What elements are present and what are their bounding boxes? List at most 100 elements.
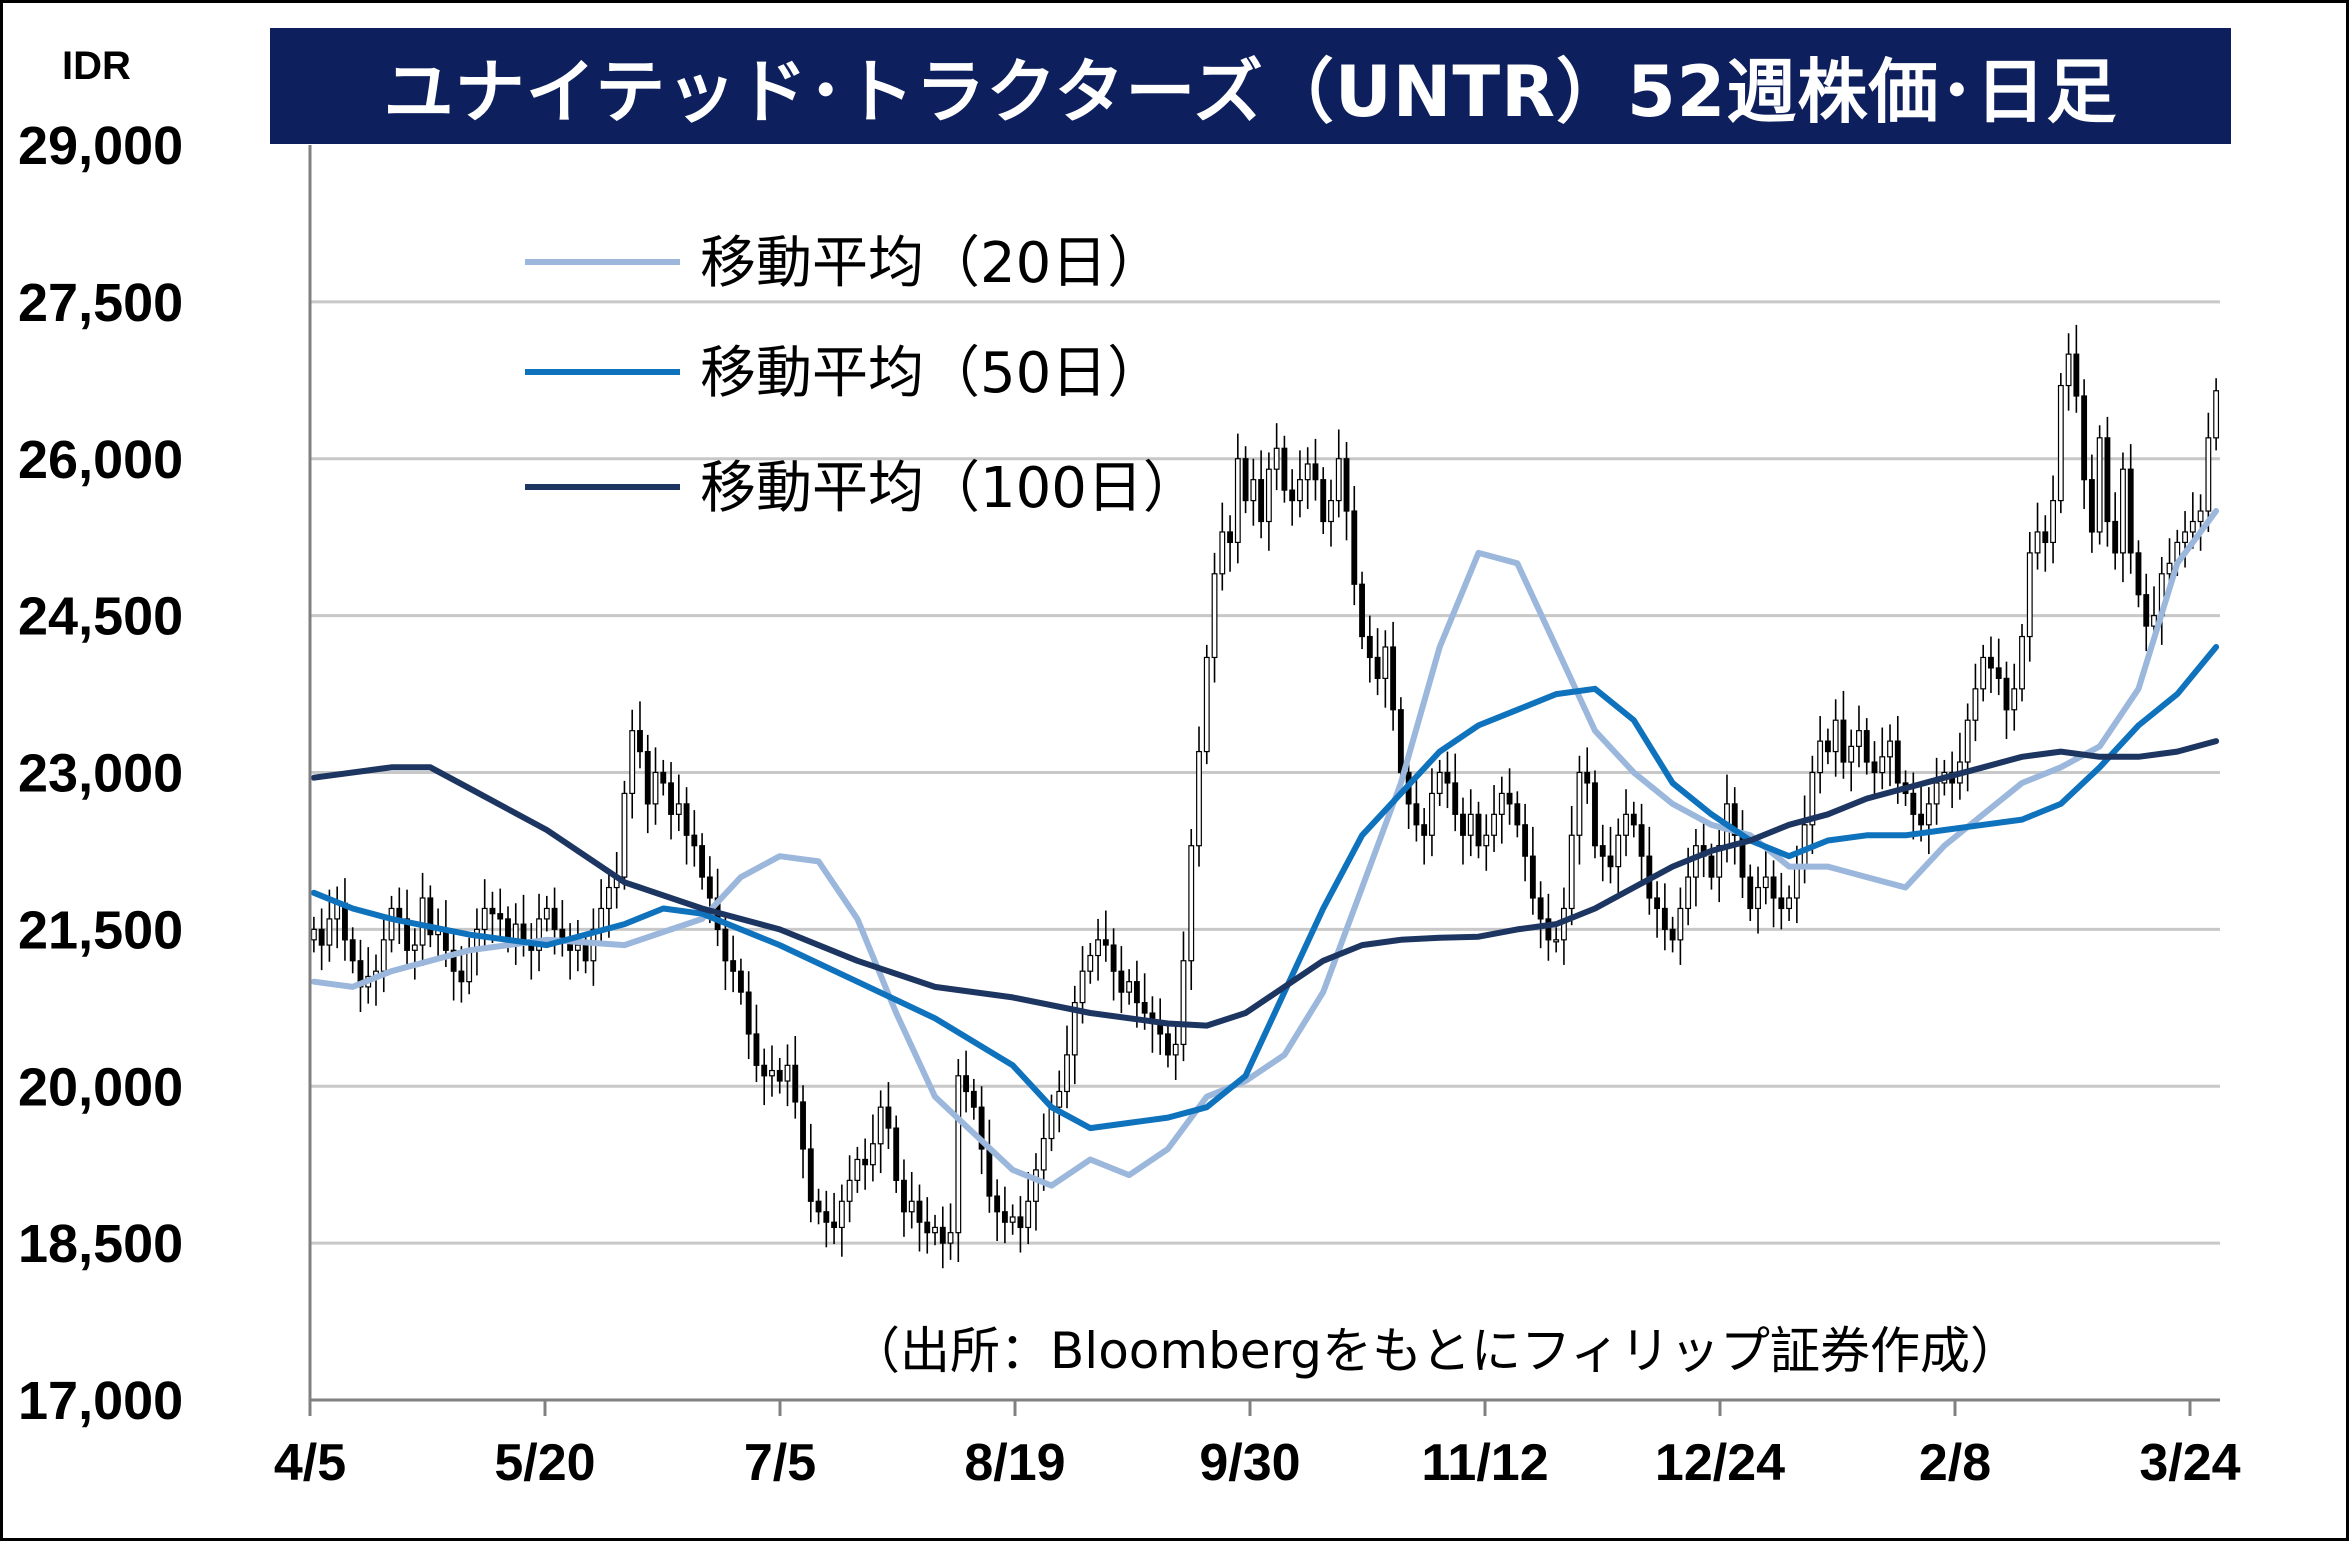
candle-body <box>551 907 558 930</box>
candle-body <box>1933 782 1940 805</box>
candle-body <box>769 1069 775 1077</box>
x-tick-label: 11/12 <box>1421 1434 1548 1492</box>
candle-body <box>986 1148 993 1197</box>
candle-body <box>644 750 651 805</box>
candle-body <box>1988 656 1994 669</box>
candle-body <box>318 928 325 946</box>
candle-body <box>1234 458 1241 544</box>
candle-body <box>1227 531 1233 544</box>
y-tick-label: 27,500 <box>18 273 183 333</box>
y-tick-label: 23,000 <box>18 744 183 804</box>
candle-body <box>660 771 667 784</box>
candle-body <box>1793 866 1800 899</box>
candle-body <box>2135 552 2142 596</box>
x-tick-label: 2/8 <box>1919 1434 1991 1492</box>
candle-body <box>411 944 418 951</box>
candle-body <box>1079 970 1086 1004</box>
candle-body <box>1250 479 1257 502</box>
candle-body <box>1460 813 1466 836</box>
candle-body <box>1856 730 1862 747</box>
candle-body <box>1297 479 1303 502</box>
candle-body <box>520 923 527 941</box>
candle-body <box>450 949 457 972</box>
candle-body <box>1755 886 1761 910</box>
candle-body <box>1491 813 1497 836</box>
candle-body <box>1444 771 1451 784</box>
candle-body <box>1677 907 1684 941</box>
candle-body <box>1925 803 1932 826</box>
candle-body <box>1964 719 1971 763</box>
candle-body <box>1017 1216 1024 1229</box>
candle-body <box>2120 468 2126 554</box>
candle-body <box>1623 813 1629 836</box>
x-tick-label: 4/5 <box>274 1434 346 1492</box>
legend-label-ma100: 移動平均（100日） <box>700 456 1199 521</box>
candle-body <box>1048 1106 1055 1140</box>
candle-body <box>1522 824 1529 857</box>
candle-body <box>629 730 636 795</box>
ma100-line <box>310 738 2220 1029</box>
candle-body <box>1390 646 1397 711</box>
candle-body <box>2057 384 2064 502</box>
x-tick-label: 9/30 <box>1199 1434 1300 1492</box>
candle-body <box>1328 499 1334 523</box>
candle-body <box>1242 458 1249 502</box>
candle-body <box>1770 876 1777 899</box>
candle-body <box>1863 730 1870 763</box>
y-tick-label: 24,500 <box>18 587 183 647</box>
candle-body <box>2112 520 2119 554</box>
candle-body <box>1001 1211 1008 1223</box>
candle-body <box>1529 855 1536 899</box>
candle-body <box>2205 437 2212 512</box>
candle-body <box>730 960 737 972</box>
candle-body <box>1009 1216 1016 1223</box>
candle-body <box>1483 834 1490 847</box>
candle-body <box>481 907 488 930</box>
candle-body <box>1832 719 1839 753</box>
chart-title: ユナイテッド･トラクターズ（UNTR）52週株価･日足 <box>383 50 2118 133</box>
candle-body <box>792 1064 799 1103</box>
candle-body <box>1576 771 1583 836</box>
y-axis-tick-labels: 29,000 27,500 26,000 24,500 23,000 21,500 20,0… <box>18 116 183 1431</box>
candle-body <box>1475 813 1482 847</box>
candle-body <box>932 1226 938 1234</box>
candle-body <box>1467 813 1474 836</box>
candle-body <box>1374 656 1381 679</box>
candle-body <box>1258 479 1265 523</box>
candle-body <box>1040 1137 1047 1171</box>
candle-body <box>761 1064 768 1077</box>
candle-body <box>1289 489 1296 502</box>
candle-body <box>1824 740 1831 753</box>
candle-body <box>877 1106 884 1145</box>
candle-body <box>1568 834 1575 910</box>
candle-body <box>1141 1001 1148 1014</box>
candle-body <box>668 782 674 815</box>
candle-body <box>1545 918 1552 941</box>
candle-body <box>497 913 504 920</box>
candle-body <box>1265 468 1272 523</box>
candle-body <box>598 907 605 930</box>
candle-body <box>955 1075 962 1234</box>
candle-body <box>1630 813 1637 826</box>
candle-body <box>458 970 465 983</box>
candle-body <box>947 1232 954 1244</box>
candle-body <box>2073 353 2080 397</box>
candle-body <box>1452 782 1459 815</box>
legend-label-ma50: 移動平均（50日） <box>700 341 1163 406</box>
candle-body <box>1087 954 1094 972</box>
candle-body <box>1397 709 1404 774</box>
candle-body <box>970 1090 977 1108</box>
x-tick-label: 3/24 <box>2139 1434 2240 1492</box>
candle-body <box>1196 750 1202 847</box>
candle-body <box>1211 573 1218 659</box>
candle-body <box>1661 907 1668 930</box>
candle-body <box>2088 479 2095 533</box>
candle-body <box>326 918 333 946</box>
candle-body <box>1180 960 1187 1046</box>
moving-average-lines <box>310 508 2220 1189</box>
candlesticks <box>310 324 2220 1269</box>
y-tick-label: 17,000 <box>18 1371 183 1431</box>
candle-body <box>2213 390 2220 439</box>
candle-body <box>1498 792 1505 815</box>
candle-body <box>1071 1001 1078 1056</box>
